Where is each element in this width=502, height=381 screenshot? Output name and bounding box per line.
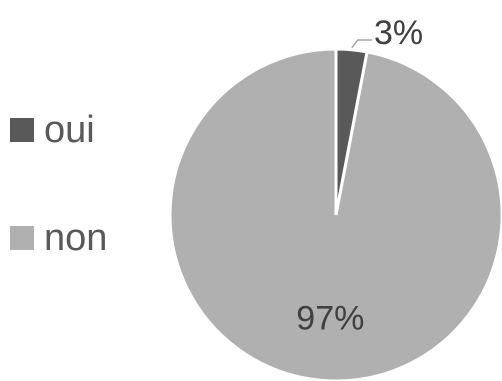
- legend-label-non: non: [44, 217, 108, 259]
- legend-swatch-oui: [10, 118, 34, 142]
- pie-slice-non: [168, 47, 502, 381]
- legend-item-non: non: [10, 216, 107, 260]
- legend-item-oui: oui: [10, 108, 107, 152]
- legend-swatch-non: [10, 226, 34, 250]
- pie-slices: [168, 47, 502, 381]
- legend-label-oui: oui: [44, 109, 95, 151]
- data-label-non: 97%: [296, 299, 364, 337]
- data-label-oui: 3%: [374, 14, 423, 52]
- legend: oui non: [10, 108, 107, 324]
- pie-data-labels: 3% 97%: [296, 14, 423, 337]
- leader-line-oui: [351, 39, 372, 49]
